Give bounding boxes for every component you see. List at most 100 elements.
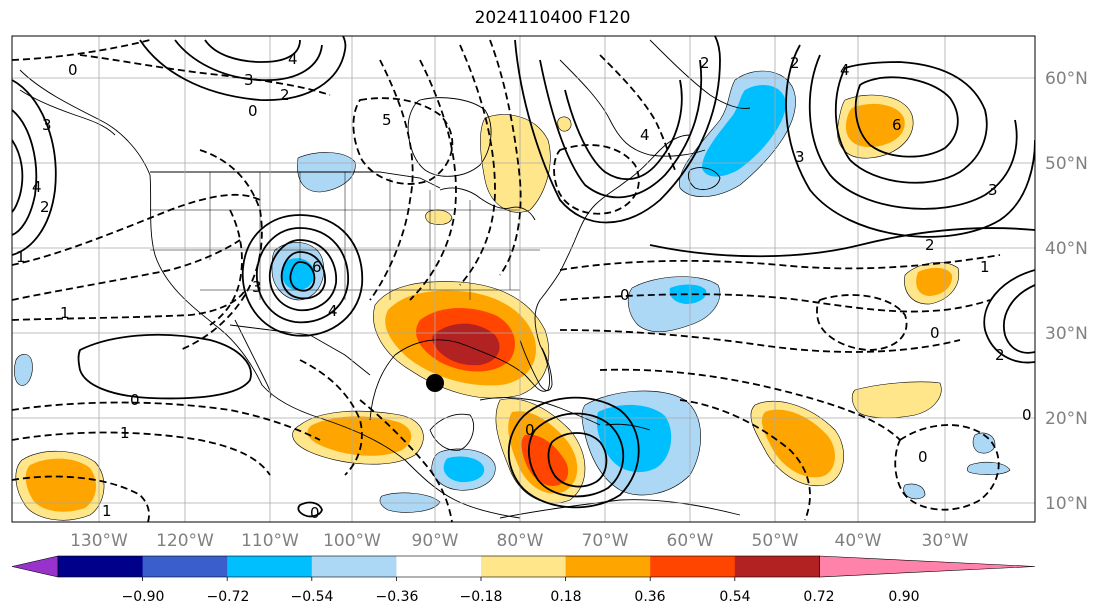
clabel-3: 4	[32, 178, 42, 196]
contour-pac-high-1	[12, 79, 57, 256]
shade-small-blue-1	[14, 353, 33, 386]
coast-south-america	[499, 499, 741, 519]
clabel-13: 0	[130, 391, 140, 409]
contour-carib-low-3	[547, 432, 608, 488]
contour-ne-high-4	[854, 76, 959, 158]
lon-tick-30w: 30°W	[922, 531, 969, 551]
dcontour-8	[409, 59, 457, 301]
shade-gulf-dark	[432, 323, 500, 366]
shade-lab-mid	[702, 84, 786, 177]
colorbar-segment	[227, 556, 313, 577]
coast-yucatan	[429, 413, 474, 451]
clabel-5: 3	[244, 71, 254, 89]
lat-tick-labels: 60°N 50°N 40°N 30°N 20°N 10°N	[1045, 69, 1088, 514]
shade-matl-small-mid	[916, 267, 953, 296]
clabel-17: 6	[892, 116, 902, 134]
dcontour-17	[599, 368, 901, 441]
colorbar-extend-min	[11, 555, 59, 578]
dcontour-20	[816, 294, 908, 351]
lon-tick-40w: 40°W	[835, 531, 882, 551]
clabel-20: 2	[700, 54, 710, 72]
coast-florida	[519, 339, 553, 392]
contour-ne-high-1	[785, 44, 1035, 238]
contour-uslow-5	[289, 261, 316, 292]
contour-uslow-4	[280, 251, 326, 300]
clabel-4: 2	[40, 198, 50, 216]
lon-tick-100w: 100°W	[323, 531, 381, 551]
map-frame	[11, 35, 1036, 523]
clabel-16: 1	[16, 248, 26, 266]
border-us-canada	[150, 171, 441, 189]
graticule	[12, 36, 1035, 522]
cbar-label-3: −0.54	[291, 589, 334, 605]
contour-pac-high-2	[12, 109, 38, 236]
contour-small-low	[297, 501, 323, 518]
contour-labrador-ridge-3	[564, 79, 683, 181]
lat-tick-60n: 60°N	[1045, 69, 1088, 89]
contour-labrador-ridge-1	[514, 36, 721, 224]
colorbar-segment	[58, 556, 144, 577]
dcontour-19	[894, 424, 1000, 511]
lon-tick-60w: 60°W	[667, 531, 714, 551]
dcontour-25	[299, 359, 363, 476]
contour-labrador-ridge-2	[539, 59, 703, 199]
clabel-21: 2	[790, 54, 800, 72]
clabel-19: 4	[840, 61, 850, 79]
contour-uslow-3	[268, 239, 337, 312]
colorbar-segment	[396, 556, 482, 577]
coast-north-america-west	[19, 69, 521, 519]
lat-tick-40n: 40°N	[1045, 239, 1088, 259]
contour-ne-high-3	[834, 61, 988, 184]
contour-carib-low-2	[528, 412, 625, 498]
clabel-26: 0	[930, 324, 940, 342]
clabel-2: 3	[42, 116, 52, 134]
contour-atl-ridge	[649, 227, 1035, 258]
coast-east-us	[559, 134, 691, 273]
dcontour-21	[553, 144, 640, 215]
clabel-1: 0	[68, 61, 78, 79]
contour-top-high-3	[204, 39, 301, 63]
contour-labels: 0 3 4 2 3 2 4 0 6 3 4 1 0 1 1 1 6 3 4 2	[16, 50, 1032, 522]
dcontour-7	[369, 59, 414, 301]
dcontour-26	[359, 399, 453, 522]
cbar-label-6: 0.18	[550, 589, 581, 605]
shade-atl-neg-mid	[669, 284, 707, 304]
lat-tick-50n: 50°N	[1045, 154, 1088, 174]
lon-tick-80w: 80°W	[497, 531, 544, 551]
contour-uslow-2	[256, 227, 349, 324]
dcontour-22	[599, 54, 676, 171]
lat-tick-10n: 10°N	[1045, 494, 1088, 514]
cbar-label-9: 0.72	[803, 589, 834, 605]
clabel-28: 0	[1022, 406, 1032, 424]
shade-small-yellow-2	[557, 116, 572, 132]
shaded-field	[14, 70, 1011, 521]
cbar-label-2: −0.72	[207, 589, 250, 605]
clabel-22: 3	[988, 181, 998, 199]
contour-sw-low-2	[1003, 284, 1035, 354]
coast-gulf	[369, 271, 561, 421]
colorbar-segment	[650, 556, 736, 577]
clabel-31: 0	[525, 421, 535, 439]
shade-cam-mid	[443, 456, 485, 483]
clabel-25: 2	[995, 346, 1005, 364]
coast-alaska	[19, 89, 116, 136]
dashed-contours	[12, 39, 1001, 522]
colorbar	[11, 555, 1036, 581]
lat-tick-30n: 30°N	[1045, 324, 1088, 344]
dcontour-18	[679, 399, 811, 521]
colorbar-segment	[734, 556, 820, 577]
location-marker	[426, 374, 444, 392]
clabel-30: 0	[620, 286, 630, 304]
contour-pac-high-3	[12, 139, 24, 213]
clabel-9: 6	[312, 258, 322, 276]
clabel-6: 2	[280, 86, 290, 104]
lon-tick-labels: 130°W 120°W 110°W 100°W 90°W 80°W 70°W 6…	[70, 531, 969, 551]
clabel-23: 2	[925, 236, 935, 254]
dcontour-11	[352, 97, 454, 185]
dcontour-23	[12, 39, 151, 61]
dcontour-2	[12, 239, 241, 301]
dcontour-6	[12, 475, 150, 522]
cbar-label-10: 0.90	[888, 589, 919, 605]
